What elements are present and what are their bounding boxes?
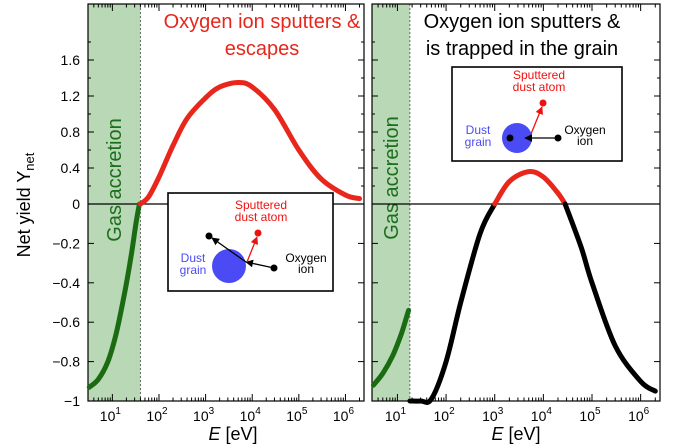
gas-accretion-label: Gas accretion	[381, 116, 403, 239]
oxygen-ion-dot	[270, 264, 278, 272]
y-tick-label: −1	[64, 393, 80, 409]
series-accretion	[370, 307, 412, 388]
x-tick-label: 104	[531, 406, 553, 424]
ion-escape-arrow	[211, 237, 247, 263]
y-tick-label: 1.2	[61, 88, 81, 104]
x-tick-label: 103	[482, 406, 504, 424]
inset-box	[167, 192, 334, 292]
dust-grain-label: Dust	[181, 251, 206, 265]
plot-frame	[87, 3, 365, 402]
sputtered-atom-dot	[539, 99, 547, 107]
y-tick-label: 1.6	[61, 52, 81, 68]
panel-title-line: is trapped in the grain	[426, 38, 618, 60]
x-tick-label: 106	[628, 406, 650, 424]
oxygen-ion-label: Oxygen	[564, 123, 605, 137]
oxygen-ion-label: Oxygen	[285, 251, 326, 265]
y-tick-label: −0.6	[52, 314, 80, 330]
x-axis-label-left: E [eV]	[208, 424, 257, 444]
panel-title-line: Oxygen ion sputters &	[424, 11, 621, 33]
x-tick-label: 105	[286, 406, 308, 424]
x-tick-label: 106	[333, 406, 355, 424]
y-tick-label: 0	[72, 196, 80, 212]
dust-grain-circle	[212, 249, 246, 283]
oxygen-ion-dot	[554, 134, 562, 142]
gas-accretion-label: Gas accretion	[104, 118, 126, 241]
y-tick-label: −0.4	[52, 275, 80, 291]
series-accretion	[86, 201, 142, 390]
ion-arrow	[245, 259, 275, 269]
x-tick-label: 103	[193, 406, 215, 424]
sputter-arrow	[530, 106, 543, 135]
sputtered-label: Sputtered	[235, 198, 287, 212]
ion-position-dot	[506, 134, 514, 142]
dust-grain-label: grain	[180, 263, 207, 277]
plot-frame	[371, 3, 661, 402]
sputtered-label: Sputtered	[513, 68, 565, 82]
y-tick-label: 0.8	[61, 124, 81, 140]
panel-title-line: escapes	[225, 38, 300, 60]
oxygen-ion-label: ion	[298, 262, 314, 276]
y-tick-label: −0.8	[52, 354, 80, 370]
dust-grain-circle	[502, 123, 532, 153]
series-net-loss-high	[562, 201, 658, 394]
panel-title-line: Oxygen ion sputters &	[164, 11, 361, 33]
y-tick-label: −0.2	[52, 235, 80, 251]
x-axis-label-right: E [eV]	[491, 424, 540, 444]
x-tick-label: 101	[385, 406, 407, 424]
y-axis-label: Net yield Ynet	[14, 152, 37, 257]
x-tick-label: 102	[434, 406, 456, 424]
series-net-loss	[407, 201, 498, 405]
x-tick-label: 102	[146, 406, 168, 424]
ion-position-dot	[205, 232, 213, 240]
x-tick-label: 101	[100, 406, 122, 424]
y-tick-label: 0.4	[61, 160, 81, 176]
dust-grain-label: Dust	[466, 123, 491, 137]
dust-grain-label: grain	[465, 135, 492, 149]
sputter-arrow	[246, 236, 259, 263]
left-panel: Gas accretion 1.6 1.2 0.8 0.4 0 −0.2 −0.4 −0.6 −0…	[52, 3, 365, 424]
x-tick-label: 105	[579, 406, 601, 424]
series-sputter-escape	[492, 168, 568, 207]
series-sputter-escape	[137, 79, 362, 207]
sputtered-atom-dot	[254, 229, 262, 237]
right-panel: Gas accretion 101 102 103 104 105 106 Oxygen io…	[370, 3, 661, 424]
sputtered-label: dust atom	[235, 210, 288, 224]
x-tick-label: 104	[240, 406, 262, 424]
oxygen-ion-label: ion	[577, 134, 593, 148]
sputtered-label: dust atom	[513, 80, 566, 94]
